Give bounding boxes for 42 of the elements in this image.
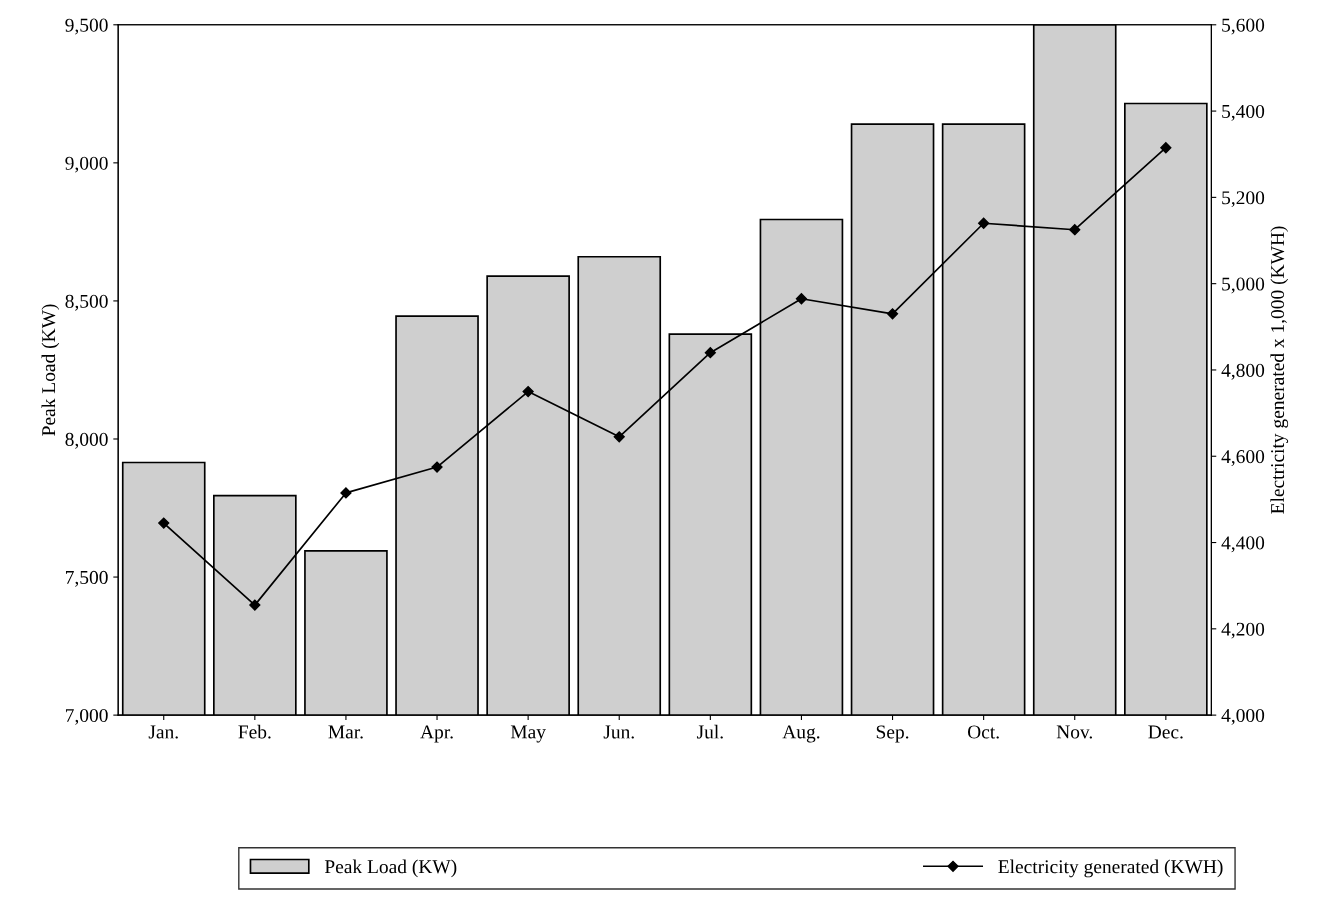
point [158,517,170,529]
point [340,487,352,499]
x-tick-label: Dec. [1148,725,1183,739]
y-tick-label: 7,000 [65,708,108,725]
y2-tick-label: 4,800 [1221,363,1265,380]
y2-tick-label: 5,000 [1222,277,1265,294]
x-tick-label: Feb. [238,724,271,739]
x-tick-label: Oct. [967,725,999,739]
x-tick-label: Apr. [420,725,453,743]
y2-tick-label: 4,000 [1221,708,1265,725]
y2-axis-title: Electricity generated x 1,000 (KWH) [1270,226,1289,514]
y2-tick-label: 4,600 [1221,450,1265,466]
point [1069,224,1081,236]
x-tick-label: May [510,725,546,743]
point [522,385,534,398]
y-tick-label: 8,500 [65,294,108,311]
point [249,599,261,611]
y-axis-title: Peak Load (KW) [41,304,60,436]
x-tick-label: Aug. [782,725,820,743]
legend-label: Electricity generated (KWH) [998,859,1223,878]
x-tick-label: Mar. [328,725,363,739]
y2-tick-label: 5,200 [1222,191,1265,208]
point [1160,142,1172,154]
y2-tick-label: 4,200 [1221,622,1265,639]
legend-label: Peak Load (KW) [324,859,457,878]
y2-tick-label: 5,400 [1222,104,1265,121]
x-tick-label: Jul. [696,724,723,739]
x-tick-label: Jun. [603,725,634,739]
y-tick-label: 8,000 [65,432,108,449]
y-tick-label: 7,500 [65,570,108,587]
point [886,308,899,320]
x-tick-label: Jan. [148,725,178,739]
y2-tick-label: 4,400 [1221,536,1265,553]
point [704,347,716,359]
x-tick-label: Nov. [1056,725,1092,739]
y-tick-label: 9,500 [65,18,108,35]
y2-tick-label: 5,600 [1222,18,1265,35]
point [795,293,808,305]
point [613,431,625,443]
point [978,217,990,229]
x-tick-label: Sep. [876,725,909,743]
y-tick-label: 9,000 [65,156,108,173]
